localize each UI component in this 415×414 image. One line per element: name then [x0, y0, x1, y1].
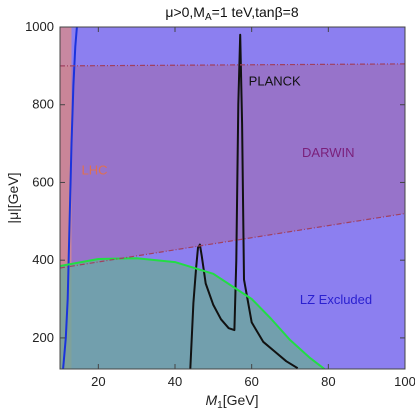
y-tick-label: 200: [32, 330, 54, 345]
label-planck: PLANCK: [249, 73, 301, 88]
x-tick-label: 80: [321, 374, 335, 389]
y-tick-label: 400: [32, 252, 54, 267]
y-axis-label: |μ|[GeV]: [5, 172, 21, 223]
line-green-boundary: [60, 257, 326, 369]
line-darwin-boundary: [60, 212, 405, 269]
x-tick-label: 60: [244, 374, 258, 389]
y-tick-label: 600: [32, 174, 54, 189]
label-lhc: LHC: [81, 163, 107, 178]
label-lz-excluded: LZ Excluded: [300, 292, 372, 307]
chart-title: μ>0,MA=1 teV,tanβ=8: [165, 4, 298, 23]
y-tick-label: 1000: [25, 19, 54, 34]
x-tick-label: 20: [91, 374, 105, 389]
plot-frame: [59, 26, 406, 370]
label-darwin: DARWIN: [302, 145, 354, 160]
x-tick-label: 100: [394, 374, 415, 389]
line-darwin-top: [60, 63, 405, 67]
y-tick-label: 800: [32, 97, 54, 112]
x-axis-label: M1[GeV]: [205, 392, 258, 411]
line-lhc-boundary: [62, 27, 78, 369]
x-tick-label: 40: [168, 374, 182, 389]
region-darwin: [60, 63, 405, 269]
